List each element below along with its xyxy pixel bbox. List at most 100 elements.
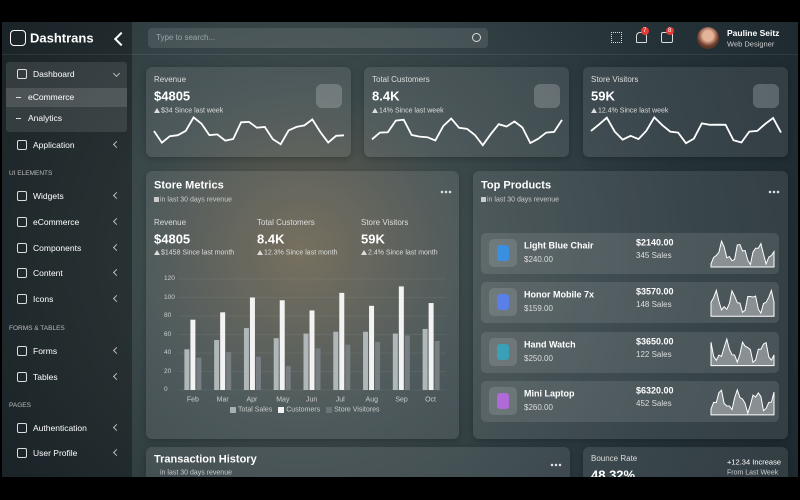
legend-swatch	[230, 407, 236, 413]
stat-card	[146, 67, 351, 157]
legend-entry: Store Visitores	[334, 406, 380, 414]
product-sales: 345 Sales	[636, 251, 672, 260]
sparkline	[153, 116, 345, 146]
active-item	[6, 88, 127, 107]
sparkline	[590, 115, 782, 145]
apps-icon[interactable]	[611, 32, 622, 43]
stat-change: $34 Since last week	[161, 107, 224, 115]
stat-icon[interactable]	[316, 84, 342, 108]
stat-value: $4805	[154, 88, 191, 104]
x-tick-label: Aug	[365, 396, 379, 404]
bounce-panel	[583, 447, 788, 477]
bar	[404, 335, 410, 390]
panel-title: Transaction History	[154, 453, 257, 466]
bounce-value: 48.32%	[591, 467, 636, 478]
bar	[279, 300, 285, 390]
bar	[392, 333, 398, 390]
bar	[428, 303, 434, 390]
sidebar-item[interactable]: Authentication	[33, 422, 87, 433]
product-name: Light Blue Chair	[524, 240, 594, 251]
sidebar-item[interactable]: Tables	[33, 371, 58, 382]
stat-change: 14% Since last week	[379, 107, 444, 115]
bar	[190, 319, 196, 390]
metric-change: 12.3% Since last month	[264, 249, 338, 257]
sidebar-item[interactable]: Content	[33, 267, 63, 278]
bar	[434, 340, 440, 390]
y-tick-label: 40	[164, 348, 172, 356]
bar	[375, 341, 381, 390]
sidebar-icon	[17, 346, 27, 356]
user-name: Pauline Seitz	[727, 27, 780, 38]
alerts-badge	[641, 27, 649, 35]
sidebar-item[interactable]: Components	[33, 242, 82, 253]
metric-label: Store Visitors	[361, 218, 409, 227]
metric-label: Revenue	[154, 218, 187, 227]
app: Dashtrans Type to search... 7 8 Pauline Seit…	[2, 22, 798, 477]
search-box[interactable]	[148, 28, 488, 48]
panel-subtitle: in last 30 days revenue	[160, 196, 232, 204]
stat-icon[interactable]	[534, 84, 560, 108]
product-row[interactable]	[481, 331, 779, 373]
calendar-icon	[154, 197, 159, 202]
legend-swatch	[326, 407, 333, 413]
trend-up	[372, 108, 378, 113]
product-total: $2140.00	[636, 237, 674, 248]
search-icon	[472, 33, 481, 42]
x-tick-label: Mar	[216, 396, 229, 404]
sidebar-subitem[interactable]: Analytics	[28, 112, 63, 123]
product-row[interactable]	[481, 282, 779, 324]
sidebar	[2, 22, 132, 477]
product-name: Mini Laptop	[524, 388, 575, 399]
trend-up	[361, 250, 367, 255]
legend-entry: Total Sales	[238, 406, 273, 414]
bar	[243, 328, 249, 390]
product-row[interactable]	[481, 233, 779, 274]
bar	[214, 340, 220, 390]
panel-subtitle: in last 30 days revenue	[487, 196, 559, 204]
user-avatar[interactable]	[697, 27, 719, 49]
sparkline	[710, 337, 775, 367]
product-price: $159.00	[524, 304, 553, 314]
more-menu[interactable]	[440, 190, 452, 194]
store-metrics-panel	[146, 171, 459, 439]
sparkline	[371, 117, 563, 147]
sparkline	[710, 239, 775, 268]
product-row[interactable]	[481, 380, 779, 422]
x-tick-label: Oct	[425, 396, 436, 404]
stat-value: 59K	[591, 88, 615, 104]
sidebar-item[interactable]: Dashboard	[33, 68, 75, 79]
product-price: $250.00	[524, 353, 553, 363]
brand-name: Dashtrans	[30, 30, 94, 46]
stat-change: 12.4% Since last week	[598, 107, 669, 115]
sidebar-item[interactable]: Application	[33, 139, 75, 150]
calendar-icon	[481, 197, 486, 202]
top-products-panel	[473, 171, 788, 439]
bar	[249, 297, 255, 390]
bar	[184, 349, 190, 390]
product-sales: 452 Sales	[636, 398, 672, 408]
sidebar-item[interactable]: Forms	[33, 345, 58, 356]
product-price: $240.00	[524, 255, 553, 264]
more-menu[interactable]	[550, 463, 562, 467]
stat-icon[interactable]	[753, 84, 779, 108]
sidebar-item[interactable]: Icons	[33, 293, 54, 304]
y-tick-label: 100	[164, 293, 175, 301]
sidebar-subitem[interactable]: eCommerce	[28, 91, 75, 102]
bar	[339, 292, 345, 390]
sidebar-heading: PAGES	[9, 401, 31, 409]
sidebar-heading: UI ELEMENTS	[9, 169, 53, 177]
sub-arrow	[16, 118, 21, 119]
x-tick-label: May	[276, 396, 290, 404]
metric-value: 8.4K	[257, 231, 285, 247]
sidebar-item[interactable]: User Profile	[33, 447, 78, 458]
bar	[309, 310, 315, 390]
more-menu[interactable]	[768, 190, 780, 194]
product-total: $3650.00	[636, 336, 674, 347]
user-role: Web Designer	[727, 39, 775, 49]
legend-swatch	[278, 407, 285, 413]
metric-label: Total Customers	[257, 218, 315, 227]
sidebar-item[interactable]: eCommerce	[33, 216, 80, 227]
y-tick-label: 60	[164, 330, 172, 338]
bar	[303, 333, 309, 390]
sidebar-item[interactable]: Widgets	[33, 190, 64, 201]
